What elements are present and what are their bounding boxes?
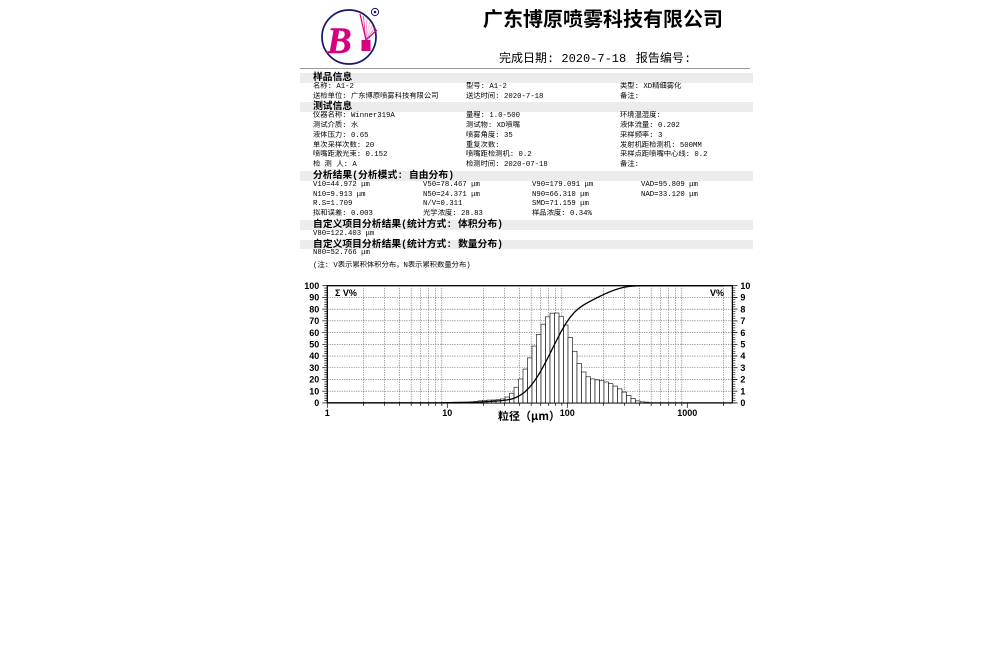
svg-text:5: 5 [740, 340, 745, 350]
svg-text:70: 70 [309, 316, 319, 326]
svg-text:4: 4 [740, 351, 745, 361]
svg-text:100: 100 [560, 408, 575, 418]
svg-text:6: 6 [740, 328, 745, 338]
svg-text:1: 1 [325, 408, 330, 418]
svg-text:10: 10 [442, 408, 452, 418]
svg-text:3: 3 [740, 363, 745, 373]
svg-text:8: 8 [740, 304, 745, 314]
svg-text:30: 30 [309, 363, 319, 373]
svg-text:2: 2 [740, 375, 745, 385]
svg-text:1000: 1000 [677, 408, 697, 418]
svg-text:60: 60 [309, 328, 319, 338]
svg-text:80: 80 [309, 304, 319, 314]
svg-text:9: 9 [740, 293, 745, 303]
svg-text:50: 50 [309, 340, 319, 350]
svg-text:7: 7 [740, 316, 745, 326]
svg-text:10: 10 [309, 386, 319, 396]
svg-text:20: 20 [309, 375, 319, 385]
svg-text:0: 0 [314, 398, 319, 408]
svg-text:粒径（μm）: 粒径（μm） [498, 408, 560, 424]
svg-text:40: 40 [309, 351, 319, 361]
svg-text:1: 1 [740, 386, 745, 396]
svg-text:90: 90 [309, 293, 319, 303]
svg-text:10: 10 [740, 281, 750, 291]
svg-text:V%: V% [710, 288, 724, 298]
svg-text:100: 100 [304, 281, 319, 291]
svg-text:0: 0 [740, 398, 745, 408]
svg-text:Σ V%: Σ V% [335, 288, 357, 298]
